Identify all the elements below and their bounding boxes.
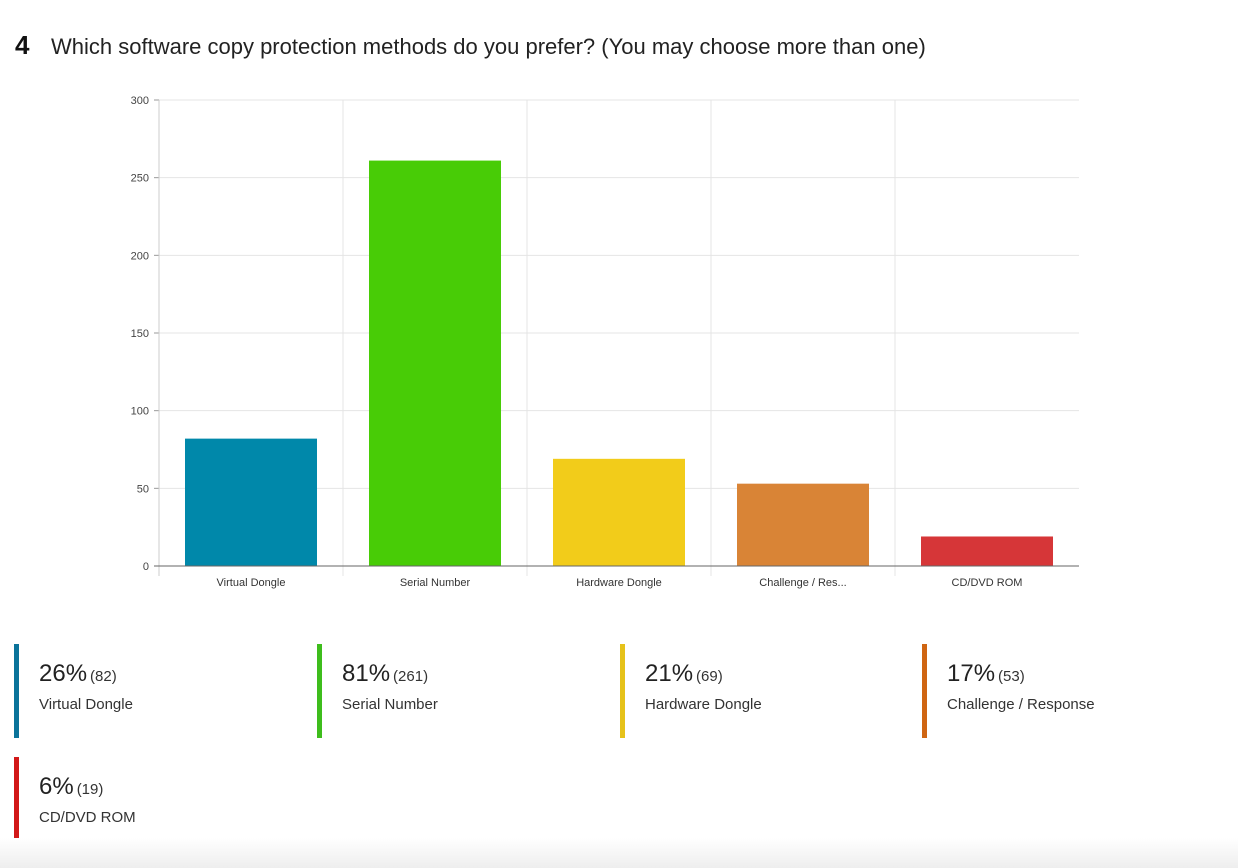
legend-percent: 21% — [645, 660, 694, 687]
bar-challenge-res — [737, 483, 869, 566]
bar-chart: 0 50 100 150 200 250 300 Virtual Dongle Serial N… — [131, 95, 1079, 589]
legend-color-bar — [14, 757, 19, 851]
y-tick-label: 300 — [131, 95, 149, 107]
y-tick-label: 50 — [137, 483, 149, 495]
legend-percent: 17% — [947, 660, 996, 687]
legend-item-cd-dvd-rom: 6% (19) CD/DVD ROM — [14, 757, 304, 851]
legend-label: Serial Number — [342, 696, 438, 713]
x-tick-label: Hardware Dongle — [576, 577, 662, 589]
page-bottom-fade — [0, 838, 1238, 868]
y-tick-label: 0 — [143, 561, 149, 573]
y-tick-label: 200 — [131, 250, 149, 262]
x-tick-label: Challenge / Res... — [759, 577, 846, 589]
legend-count: (261) — [393, 668, 429, 685]
x-tick-label: Virtual Dongle — [217, 577, 286, 589]
bar-hardware-dongle — [553, 458, 685, 566]
legend-percent-row: 21% (69) — [645, 660, 723, 688]
legend-percent-row: 26% (82) — [39, 660, 117, 688]
legend-percent-row: 6% (19) — [39, 773, 103, 801]
x-tick-label: Serial Number — [400, 577, 471, 589]
legend-percent-row: 81% (261) — [342, 660, 428, 688]
legend-item-challenge-response: 17% (53) Challenge / Response — [922, 644, 1212, 738]
legend-count: (19) — [76, 781, 104, 798]
legend-count: (53) — [998, 668, 1025, 685]
legend-color-bar — [922, 644, 927, 738]
legend-count: (82) — [90, 668, 117, 685]
y-tick-label: 150 — [131, 328, 149, 340]
question-number: 4 — [15, 30, 30, 60]
legend-label: Challenge / Response — [947, 696, 1095, 713]
legend-color-bar — [620, 644, 625, 738]
legend-label: Virtual Dongle — [39, 696, 133, 713]
question-text: Which software copy protection methods d… — [51, 34, 926, 59]
legend-percent: 26% — [39, 660, 88, 687]
legend-label: CD/DVD ROM — [39, 809, 136, 826]
bar-serial-number — [369, 160, 501, 566]
bar-virtual-dongle — [185, 438, 317, 566]
legend-color-bar — [317, 644, 322, 738]
legend-item-hardware-dongle: 21% (69) Hardware Dongle — [620, 644, 910, 738]
legend-percent: 6% — [39, 773, 74, 800]
legend-item-serial-number: 81% (261) Serial Number — [317, 644, 607, 738]
y-tick-label: 250 — [131, 173, 149, 185]
legend-label: Hardware Dongle — [645, 696, 762, 713]
x-tick-label: CD/DVD ROM — [952, 577, 1023, 589]
bar-cd-dvd-rom — [921, 536, 1053, 566]
legend-count: (69) — [696, 668, 723, 685]
legend-color-bar — [14, 644, 19, 738]
legend-item-virtual-dongle: 26% (82) Virtual Dongle — [14, 644, 304, 738]
y-tick-label: 100 — [131, 406, 149, 418]
legend-percent-row: 17% (53) — [947, 660, 1025, 688]
legend-percent: 81% — [342, 660, 391, 687]
question-header: 4 Which software copy protection methods… — [15, 30, 926, 64]
